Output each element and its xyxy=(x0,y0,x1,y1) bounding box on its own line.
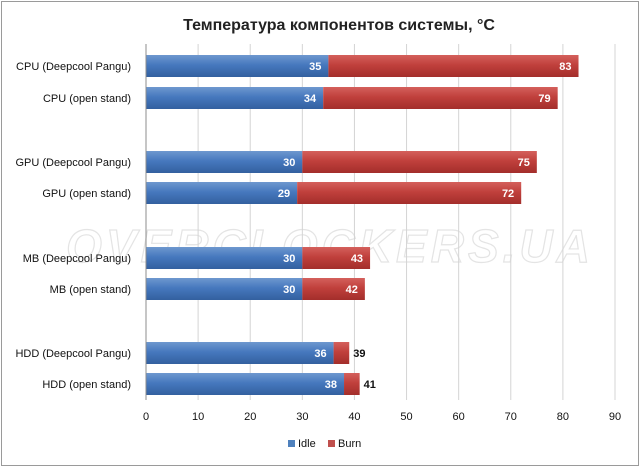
bar-idle xyxy=(146,151,303,173)
data-label-burn: 39 xyxy=(353,348,365,360)
category-label: MB (Deepcool Pangu) xyxy=(23,253,131,265)
bars-group: 35 83 34 79 30 75 29 72 30 43 30 42 36 39 38 41 xyxy=(146,55,579,395)
data-label-idle: 30 xyxy=(283,284,295,296)
legend-swatch xyxy=(288,440,295,447)
data-label-idle: 36 xyxy=(314,348,326,360)
bar-idle xyxy=(146,278,303,300)
bar-idle xyxy=(146,247,303,269)
x-tick-label: 90 xyxy=(609,411,621,423)
chart-title: Температура компонентов системы, °C xyxy=(183,17,495,34)
bar-burn xyxy=(302,247,371,269)
category-label: HDD (open stand) xyxy=(42,379,131,391)
bar-burn xyxy=(328,55,579,77)
bar-idle xyxy=(146,87,324,109)
x-tick-label: 60 xyxy=(453,411,465,423)
bar-burn xyxy=(302,278,365,300)
data-label-burn: 75 xyxy=(518,157,530,169)
category-labels: CPU (Deepcool Pangu) CPU (open stand) GPU … xyxy=(15,61,131,391)
data-label-burn: 83 xyxy=(559,61,571,73)
data-label-idle: 34 xyxy=(304,93,317,105)
legend: Idle Burn xyxy=(288,438,361,450)
data-label-burn: 79 xyxy=(538,93,550,105)
bar-idle xyxy=(146,55,329,77)
category-label: CPU (open stand) xyxy=(43,93,131,105)
data-label-burn: 72 xyxy=(502,188,514,200)
data-label-idle: 35 xyxy=(309,61,321,73)
data-label-burn: 41 xyxy=(364,379,376,391)
data-label-idle: 30 xyxy=(283,253,295,265)
bar-burn xyxy=(297,182,522,204)
x-tick-label: 0 xyxy=(143,411,149,423)
legend-label: Burn xyxy=(338,438,361,450)
data-label-idle: 38 xyxy=(325,379,337,391)
data-label-burn: 42 xyxy=(346,284,358,296)
legend-swatch xyxy=(328,440,335,447)
category-label: CPU (Deepcool Pangu) xyxy=(16,61,131,73)
x-tick-label: 30 xyxy=(296,411,308,423)
bar-burn xyxy=(333,342,350,364)
category-label: MB (open stand) xyxy=(50,284,131,296)
category-label: GPU (open stand) xyxy=(42,188,131,200)
category-label: HDD (Deepcool Pangu) xyxy=(15,348,131,360)
legend-label: Idle xyxy=(298,438,316,450)
data-label-idle: 29 xyxy=(278,188,290,200)
x-tick-label: 10 xyxy=(192,411,204,423)
x-tick-label: 20 xyxy=(244,411,256,423)
x-tick-label: 50 xyxy=(400,411,412,423)
x-tick-label: 70 xyxy=(505,411,517,423)
bar-burn xyxy=(344,373,360,395)
category-label: GPU (Deepcool Pangu) xyxy=(15,157,131,169)
x-axis-ticks: 0 10 20 30 40 50 60 70 80 90 xyxy=(143,411,621,423)
data-label-idle: 30 xyxy=(283,157,295,169)
data-label-burn: 43 xyxy=(351,253,363,265)
x-tick-label: 80 xyxy=(557,411,569,423)
bar-idle xyxy=(146,182,298,204)
bar-burn xyxy=(302,151,537,173)
bar-idle xyxy=(146,373,345,395)
bar-idle xyxy=(146,342,334,364)
bar-burn xyxy=(323,87,558,109)
x-tick-label: 40 xyxy=(348,411,360,423)
